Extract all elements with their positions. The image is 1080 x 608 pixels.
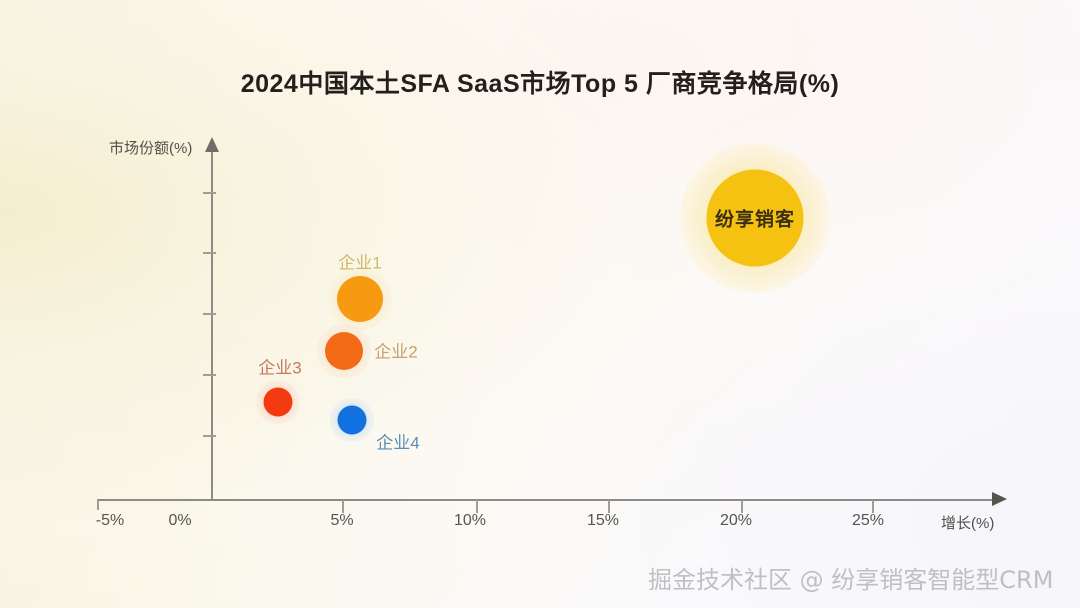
bubble-label-qiye2: 企业2 [374, 342, 418, 362]
bubble-qiye2[interactable] [325, 332, 363, 370]
watermark: 掘金技术社区 @ 纷享销客智能型CRM [648, 566, 1054, 594]
y-tick-mark [203, 374, 216, 376]
x-axis-line [97, 499, 997, 501]
bubble-label-qiye4: 企业4 [376, 433, 420, 453]
x-tick-mark [476, 500, 478, 513]
bubble-qiye3[interactable] [263, 387, 293, 417]
y-tick-mark [203, 313, 216, 315]
bubble-fenxiangxiaoke[interactable] [706, 169, 804, 267]
x-tick-label: 10% [453, 512, 487, 529]
x-tick-label: 5% [330, 512, 354, 529]
y-axis-line [211, 150, 213, 500]
x-tick-label: 0% [168, 512, 192, 529]
y-axis-arrow-icon [205, 137, 219, 152]
bubble-label-qiye1: 企业1 [338, 253, 382, 273]
bubble-label-qiye3: 企业3 [258, 358, 302, 378]
x-tick-mark [97, 500, 99, 510]
x-axis-arrow-icon [992, 492, 1007, 506]
x-tick-label: 15% [586, 512, 620, 529]
y-tick-mark [203, 192, 216, 194]
x-tick-mark [741, 500, 743, 513]
x-tick-label: -5% [95, 512, 125, 529]
bubble-label-fenxiangxiaoke: 纷享销客 [714, 209, 796, 231]
x-tick-label: 25% [851, 512, 885, 529]
x-tick-label: 20% [719, 512, 753, 529]
y-tick-mark [203, 252, 216, 254]
chart-title: 2024中国本土SFA SaaS市场Top 5 厂商竞争格局(%) [240, 70, 840, 98]
y-axis-title: 市场份额(%) [109, 140, 193, 157]
x-tick-mark [608, 500, 610, 513]
y-tick-mark [203, 435, 216, 437]
x-tick-mark [342, 500, 344, 513]
bubble-qiye1[interactable] [337, 276, 383, 322]
x-tick-mark [872, 500, 874, 513]
x-axis-title: 增长(%) [941, 515, 995, 532]
bubble-qiye4[interactable] [337, 405, 367, 435]
